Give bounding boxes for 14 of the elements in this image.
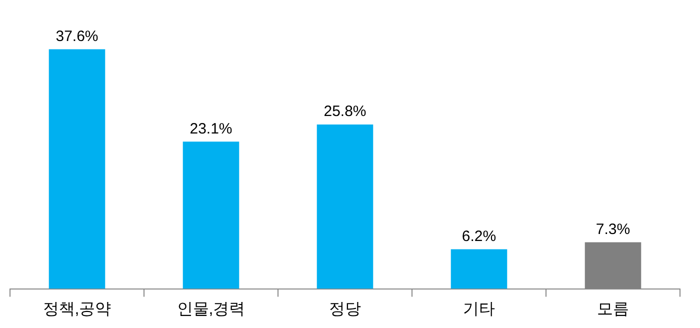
x-tick-label: 정책,공약: [42, 300, 112, 318]
bar: [48, 49, 106, 289]
bar: [316, 124, 374, 289]
bar: [182, 142, 240, 289]
data-label: 23.1%: [190, 120, 232, 138]
x-tick-label: 인물,경력: [176, 300, 246, 318]
x-tick-label: 기타: [463, 300, 495, 318]
data-label: 7.3%: [596, 220, 630, 238]
x-tick-label: 정당: [329, 300, 361, 318]
data-label: 25.8%: [324, 103, 366, 120]
data-label: 37.6%: [56, 28, 98, 45]
data-label: 6.2%: [462, 228, 496, 245]
bar: [450, 249, 508, 289]
x-tick-label: 모름: [597, 300, 629, 318]
